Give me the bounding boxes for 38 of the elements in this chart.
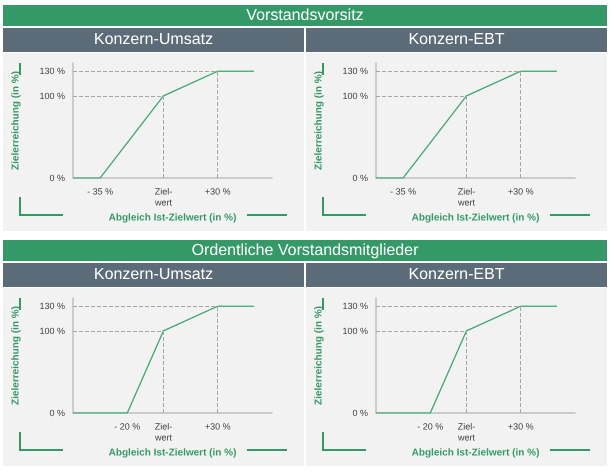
chart-subtitle: Konzern-Umsatz bbox=[3, 263, 304, 287]
y-tick-label: 100 % bbox=[342, 90, 368, 101]
y-tick-label: 130 % bbox=[342, 66, 368, 76]
y-tick-label: 100 % bbox=[342, 326, 368, 336]
x-tick-label: Ziel- wert bbox=[456, 186, 476, 208]
y-tick-label: 100 % bbox=[39, 90, 65, 101]
y-axis-title: Zielerreichung (in %) bbox=[314, 306, 324, 405]
y-axis-title: Zielerreichung (in %) bbox=[10, 71, 22, 170]
y-tick-label: 0 % bbox=[352, 408, 368, 418]
x-tick-label: - 20 % bbox=[417, 422, 444, 432]
y-axis-title: Zielerreichung (in %) bbox=[10, 306, 22, 405]
y-tick-label: 130 % bbox=[39, 301, 65, 312]
x-tick-label: Ziel- wert bbox=[154, 186, 172, 208]
text: Ordentliche Vorstandsmitglieder bbox=[3, 240, 607, 261]
x-tick-label: +30 % bbox=[508, 422, 534, 432]
x-tick-label: +30 % bbox=[204, 422, 231, 432]
x-tick-label: - 35 % bbox=[87, 186, 114, 196]
y-tick-label: 0 % bbox=[49, 408, 65, 418]
x-tick-label: Ziel- wert bbox=[154, 422, 172, 442]
x-tick-label: Ziel- wert bbox=[456, 422, 476, 442]
x-axis-title: Abgleich Ist-Zielwert (in %) bbox=[108, 212, 236, 224]
chart-subtitle: Konzern-Umsatz bbox=[3, 28, 304, 52]
x-tick-label: - 35 % bbox=[390, 186, 416, 196]
chart-subtitle: Konzern-EBT bbox=[306, 263, 607, 287]
y-axis-title: Zielerreichung (in %) bbox=[314, 71, 324, 170]
text: Vorstandsvorsitz bbox=[3, 5, 607, 26]
x-tick-label: +30 % bbox=[508, 186, 534, 196]
chart-subtitle: Konzern-EBT bbox=[306, 28, 607, 52]
x-axis-title: Abgleich Ist-Zielwert (in %) bbox=[108, 447, 236, 458]
y-tick-label: 100 % bbox=[39, 326, 65, 336]
x-tick-label: - 20 % bbox=[114, 422, 140, 432]
x-axis-title: Abgleich Ist-Zielwert (in %) bbox=[412, 447, 540, 458]
y-tick-label: 0 % bbox=[352, 173, 368, 183]
y-tick-label: 130 % bbox=[342, 301, 368, 312]
x-axis-title: Abgleich Ist-Zielwert (in %) bbox=[412, 212, 540, 224]
y-tick-label: 130 % bbox=[39, 66, 65, 76]
y-tick-label: 0 % bbox=[49, 173, 65, 183]
x-tick-label: +30 % bbox=[204, 186, 231, 196]
